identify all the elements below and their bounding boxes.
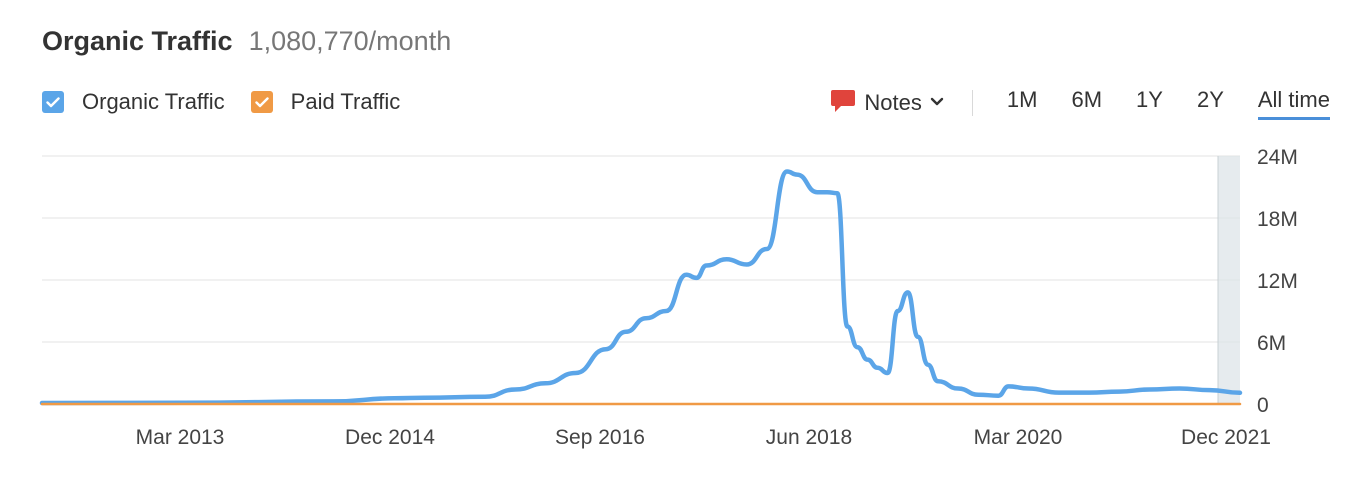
x-tick-label: Dec 2021	[1181, 426, 1271, 449]
range-all-time[interactable]: All time	[1257, 87, 1330, 120]
legend-label: Paid Traffic	[290, 89, 401, 114]
divider	[971, 90, 973, 116]
x-tick-label: Jun 2018	[766, 426, 852, 449]
y-tick-label: 18M	[1257, 208, 1298, 231]
notes-dropdown[interactable]: Notes	[830, 89, 944, 118]
y-tick-label: 24M	[1257, 146, 1298, 169]
x-tick-label: Mar 2020	[974, 426, 1063, 449]
x-tick-label: Dec 2014	[345, 426, 435, 449]
y-tick-label: 6M	[1257, 332, 1286, 355]
current-period-band	[1218, 156, 1240, 404]
y-tick-label: 12M	[1257, 270, 1298, 293]
range-1m[interactable]: 1M	[1006, 86, 1038, 112]
chevron-down-icon	[930, 94, 944, 112]
x-tick-label: Mar 2013	[136, 426, 225, 449]
speech-bubble-icon	[830, 89, 856, 118]
range-2y[interactable]: 2Y	[1196, 86, 1224, 112]
chart-header: Organic Traffic 1,080,770/month	[42, 26, 451, 62]
legend-item-paid[interactable]: Paid Traffic	[250, 89, 401, 115]
page-title: Organic Traffic	[42, 26, 233, 56]
legend-label: Organic Traffic	[82, 89, 225, 114]
y-tick-label: 0	[1257, 394, 1269, 417]
checkbox-checked-icon[interactable]	[250, 91, 273, 113]
chart-controls: Notes 1M 6M 1Y 2Y All time	[830, 86, 1330, 120]
legend-item-organic[interactable]: Organic Traffic	[42, 89, 225, 115]
range-6m[interactable]: 6M	[1071, 86, 1103, 112]
checkbox-checked-icon[interactable]	[42, 91, 64, 113]
range-1y[interactable]: 1Y	[1136, 86, 1163, 112]
organic-traffic-line	[39, 169, 1243, 406]
traffic-line-chart: 0 6M 12M 18M 24M Mar 2013 Dec 2014 Sep 2016 Jun …	[39, 146, 1298, 449]
legend: Organic Traffic Paid Traffic	[42, 88, 426, 116]
x-tick-label: Sep 2016	[555, 426, 645, 449]
traffic-summary: 1,080,770/month	[248, 26, 452, 56]
notes-label: Notes	[864, 90, 922, 115]
